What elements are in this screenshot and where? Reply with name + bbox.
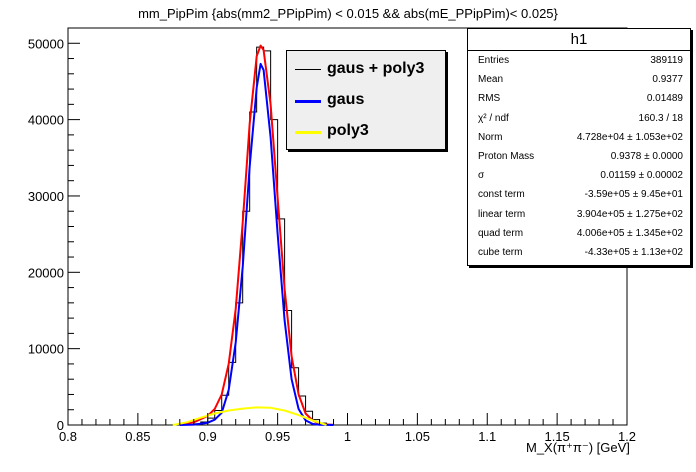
stat-value: 0.9377 <box>652 74 683 86</box>
stat-value: 160.3 / 18 <box>638 112 683 124</box>
legend-label-poly3: poly3 <box>327 122 369 139</box>
stat-row: const term -3.59e+05 ± 9.45e+01 <box>468 185 690 204</box>
stat-label: RMS <box>478 93 501 105</box>
stat-label: Proton Mass <box>478 150 535 162</box>
stat-label: const term <box>478 189 525 201</box>
stat-row: RMS 0.01489 <box>468 89 690 108</box>
stat-label: Mean <box>478 74 504 86</box>
stat-row: cube term -4.33e+05 ± 1.13e+02 <box>468 243 690 262</box>
legend-item-gaus: gaus <box>287 86 445 116</box>
stat-label: cube term <box>478 246 523 258</box>
x-tick-label: 0.95 <box>265 429 290 444</box>
x-tick-label: 1.05 <box>405 429 430 444</box>
stat-row: linear term 3.904e+05 ± 1.275e+02 <box>468 205 690 224</box>
legend-box: gaus + poly3 gaus poly3 <box>286 50 446 150</box>
y-tick-label: 20000 <box>28 265 64 280</box>
stat-row: quad term 4.006e+05 ± 1.345e+02 <box>468 224 690 243</box>
legend-label-total: gaus + poly3 <box>327 60 425 77</box>
stat-row: Entries 389119 <box>468 51 690 70</box>
legend-label-gaus: gaus <box>327 91 365 108</box>
legend-swatch-gaus <box>295 100 321 103</box>
y-tick-label: 30000 <box>28 189 64 204</box>
x-tick-label: 0.9 <box>199 429 217 444</box>
stat-label: σ <box>478 170 485 182</box>
x-tick-label: 1 <box>344 429 351 444</box>
stat-label: Norm <box>478 131 503 143</box>
stat-value: 0.01159 ± 0.00002 <box>600 170 683 182</box>
stat-value: 389119 <box>650 55 683 66</box>
stat-value: -3.59e+05 ± 9.45e+01 <box>584 189 683 201</box>
stat-value: 4.006e+05 ± 1.345e+02 <box>576 227 683 239</box>
legend-swatch-poly3 <box>295 131 321 134</box>
stat-value: -4.33e+05 ± 1.13e+02 <box>584 246 683 258</box>
legend-swatch-total <box>295 69 321 70</box>
x-tick-label: 1.1 <box>478 429 496 444</box>
legend-item-poly3: poly3 <box>287 117 445 147</box>
stat-row: Proton Mass 0.9378 ± 0.0000 <box>468 147 690 166</box>
stat-row: Norm 4.728e+04 ± 1.053e+02 <box>468 128 690 147</box>
y-tick-label: 0 <box>57 418 64 433</box>
legend-item-total: gaus + poly3 <box>287 55 445 85</box>
stats-title: h1 <box>468 29 690 51</box>
stat-label: linear term <box>478 208 526 220</box>
stat-value: 0.9378 ± 0.0000 <box>610 150 683 162</box>
stat-label: χ² / ndf <box>478 112 509 124</box>
stat-value: 4.728e+04 ± 1.053e+02 <box>576 131 683 143</box>
y-tick-label: 10000 <box>28 342 64 357</box>
stats-box: h1 Entries 389119 Mean 0.9377 RMS 0.01489 χ… <box>467 28 691 266</box>
x-axis-label: M_X(π⁺π⁻) [GeV] <box>526 440 630 455</box>
chart-title: mm_PipPim {abs(mm2_PPipPim) < 0.015 && a… <box>138 6 558 21</box>
series-line-poly3 <box>172 406 327 426</box>
stat-row: Mean 0.9377 <box>468 70 690 89</box>
x-tick-label: 1.15 <box>544 429 569 444</box>
series-line-gaus-poly3 <box>179 44 334 426</box>
stat-label: quad term <box>478 227 524 239</box>
stat-row: χ² / ndf 160.3 / 18 <box>468 109 690 128</box>
stat-value: 0.01489 <box>646 93 683 105</box>
y-tick-label: 50000 <box>28 36 64 51</box>
x-tick-label: 1.2 <box>618 429 636 444</box>
x-tick-label: 0.85 <box>125 429 150 444</box>
stat-value: 3.904e+05 ± 1.275e+02 <box>576 208 683 220</box>
stat-row: σ 0.01159 ± 0.00002 <box>468 166 690 185</box>
x-tick-label: 0.8 <box>59 429 77 444</box>
y-tick-label: 40000 <box>28 113 64 128</box>
stat-label: Entries <box>478 55 510 66</box>
